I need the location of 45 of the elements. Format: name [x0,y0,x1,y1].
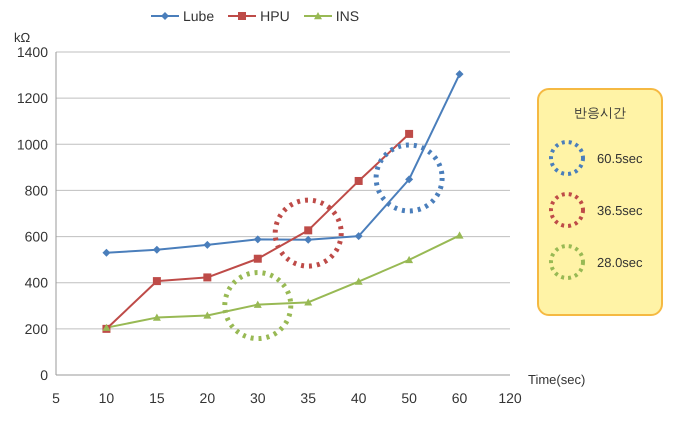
point [456,70,464,78]
point [152,246,161,254]
point [203,273,212,282]
point [354,278,363,285]
x-tick-label: 30 [250,390,266,406]
x-tick-label: 15 [149,390,165,406]
point [203,311,212,319]
x-tick-label: 35 [300,390,316,406]
point [405,175,414,184]
y-tick-label: 1200 [16,90,48,106]
point [304,226,312,234]
y-tick-label: 1400 [16,44,48,60]
point [102,248,110,257]
x-tick-label: 120 [498,390,522,406]
point [203,240,212,249]
point [152,277,161,286]
point [304,236,312,244]
x-tick-label: 10 [98,390,114,406]
legend-label: INS [334,8,360,24]
point [456,231,464,239]
legend-label: HPU [259,8,290,24]
y-tick-label: 200 [24,320,48,337]
y-tick-label: 600 [24,228,48,245]
point [405,130,414,138]
info-card: 반응시간 60.5sec 36.5sec 28.0sec [537,88,663,316]
y-tick-label: 400 [24,274,48,291]
point [254,235,262,244]
legend-label: Lube [182,8,214,24]
point [152,314,161,321]
y-tick-label: 0 [40,366,48,383]
point [304,298,312,306]
x-tick-label: 60 [452,390,468,406]
point [354,176,363,185]
y-axis-title: kΩ [14,30,30,45]
y-tick-label: 800 [24,182,48,198]
y-tick-label: 1000 [16,136,48,152]
point [354,232,363,240]
x-tick-label: 20 [200,390,216,406]
x-tick-label: 40 [350,390,367,406]
x-tick-label: 5 [52,390,60,406]
x-tick-label: 50 [401,390,418,406]
x-axis-title: Time(sec) [528,372,586,387]
point [254,300,262,308]
point [254,254,262,263]
point [405,256,414,264]
